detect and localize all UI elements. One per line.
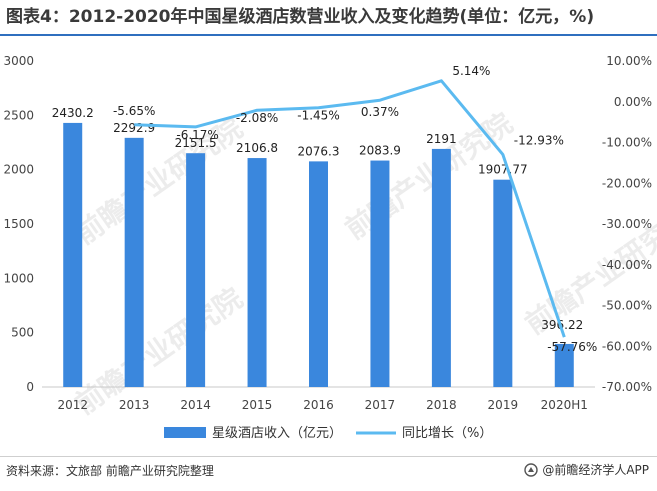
y-right-tick-label: -50.00% xyxy=(602,299,652,313)
y-right-tick-label: 10.00% xyxy=(606,54,652,68)
x-tick-label: 2015 xyxy=(242,398,273,412)
bar xyxy=(554,343,574,387)
bar xyxy=(309,161,328,387)
y-left-tick-label: 0 xyxy=(26,380,34,394)
x-tick-label: 2019 xyxy=(488,398,519,412)
bar xyxy=(63,122,83,387)
x-tick-label: 2014 xyxy=(180,398,211,412)
growth-line xyxy=(134,79,566,338)
x-tick-label: 2013 xyxy=(119,398,150,412)
legend-line-label: 同比增长（%） xyxy=(402,426,492,441)
y-left-tick-label: 500 xyxy=(11,326,34,340)
bar-value-label: 2076.3 xyxy=(298,144,340,158)
bar-value-label: 1907.77 xyxy=(478,163,528,177)
bar xyxy=(247,158,267,387)
brand-credit: @前瞻经济学人APP xyxy=(524,461,649,478)
footer-divider xyxy=(0,456,657,457)
x-tick-label: 2012 xyxy=(57,398,88,412)
y-right-tick-label: -60.00% xyxy=(602,339,652,353)
source-note: 资料来源：文旅部 前瞻产业研究院整理 xyxy=(6,464,214,478)
bar-value-label: 396.22 xyxy=(541,318,583,332)
growth-value-label: 0.37% xyxy=(361,105,399,119)
y-left-tick-label: 1500 xyxy=(3,217,34,231)
y-left-tick-label: 3000 xyxy=(3,54,34,68)
bar xyxy=(124,137,144,387)
brand-label: @前瞻经济学人APP xyxy=(542,463,649,477)
bar xyxy=(370,160,390,387)
growth-value-label: -1.45% xyxy=(297,109,339,123)
legend-bar-label: 星级酒店收入（亿元） xyxy=(212,426,342,441)
y-left-tick-label: 2000 xyxy=(3,163,34,177)
y-right-tick-label: -40.00% xyxy=(602,258,652,272)
y-right-tick-label: -30.00% xyxy=(602,217,652,231)
growth-value-label: -12.93% xyxy=(514,133,564,147)
y-right-tick-label: -70.00% xyxy=(602,380,652,394)
bar-value-label: 2083.9 xyxy=(359,144,401,158)
x-tick-label: 2016 xyxy=(303,398,334,412)
brand-logo-icon xyxy=(524,462,539,477)
bar-value-label: 2292.9 xyxy=(113,121,155,135)
growth-value-label: -5.65% xyxy=(113,104,155,118)
bar xyxy=(493,179,513,387)
bar xyxy=(431,148,451,387)
bar-value-label: 2191 xyxy=(426,132,457,146)
growth-value-label: -6.17% xyxy=(176,128,218,142)
chart-title: 图表4：2012-2020年中国星级酒店数营业收入及变化趋势(单位：亿元，%) xyxy=(0,2,657,32)
legend-bar-swatch xyxy=(164,427,206,438)
growth-value-label: 5.14% xyxy=(452,64,490,78)
bar-value-label: 2106.8 xyxy=(236,141,278,155)
bar-value-label: 2151.5 xyxy=(175,136,217,150)
growth-value-label: -57.76% xyxy=(547,340,597,354)
title-rule xyxy=(0,34,657,36)
growth-value-label: -2.08% xyxy=(236,111,278,125)
y-right-tick-label: 0.00% xyxy=(614,95,652,109)
x-tick-label: 2017 xyxy=(365,398,396,412)
x-tick-label: 2020H1 xyxy=(541,398,588,412)
bar xyxy=(186,153,206,387)
x-tick-label: 2018 xyxy=(426,398,457,412)
chart-svg: 0 500 1000 1500 2000 2500 3000 -70.00% -60.00% -5… xyxy=(3,54,652,441)
bar-value-label: 2430.2 xyxy=(52,106,94,120)
y-left-tick-label: 1000 xyxy=(3,271,34,285)
y-left-tick-label: 2500 xyxy=(3,108,34,122)
y-right-tick-label: -20.00% xyxy=(602,176,652,190)
y-right-tick-label: -10.00% xyxy=(602,136,652,150)
